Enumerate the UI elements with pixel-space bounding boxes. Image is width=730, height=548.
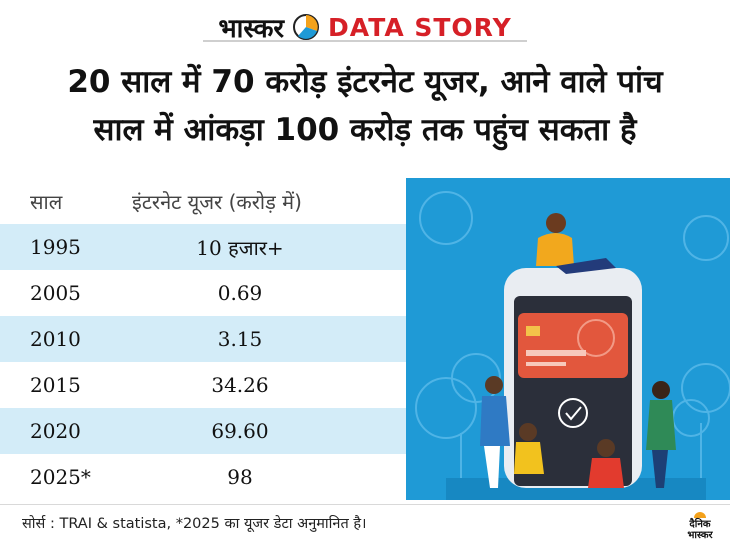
headline: 20 साल में 70 करोड़ इंटरनेट यूजर, आने वा… (20, 58, 710, 154)
smartphone-users-illustration (415, 191, 730, 500)
row-users-value: 0.69 (217, 281, 263, 305)
row-year: 2015 (30, 373, 81, 397)
row-users-value: 69.60 (211, 419, 269, 443)
dainik-bhaskar-logo: दैनिक भास्कर (678, 506, 722, 546)
table-row: 2020 69.60 (0, 408, 406, 454)
table-row: 2015 34.26 (0, 362, 406, 408)
row-users-value: 98 (227, 465, 253, 489)
source-divider (0, 504, 730, 505)
brand-header: भास्कर DATA STORY (0, 8, 730, 46)
table-row: 2005 0.69 (0, 270, 406, 316)
row-users-value: 3.15 (217, 327, 263, 351)
row-users-value: 34.26 (211, 373, 269, 397)
row-year: 2020 (30, 419, 81, 443)
row-year: 2005 (30, 281, 81, 305)
brand-divider (203, 40, 527, 42)
table-row: 1995 10 हजार+ (0, 224, 406, 270)
logo-line-2: भास्कर (687, 529, 713, 541)
column-header-users: इंटरनेट यूजर (करोड़ में) (132, 189, 302, 214)
sun-icon (694, 511, 706, 518)
row-year: 1995 (30, 235, 81, 259)
row-year: 2025* (30, 465, 91, 489)
table-row: 2025* 98 (0, 454, 406, 500)
illustration (406, 178, 730, 500)
row-year: 2010 (30, 327, 81, 351)
column-header-year: साल (30, 189, 63, 214)
brand-tag: DATA STORY (328, 12, 512, 42)
row-users-value: 10 हजार+ (196, 235, 284, 260)
source-note: सोर्स : TRAI & statista, *2025 का यूजर ड… (22, 516, 367, 532)
table-row: 2010 3.15 (0, 316, 406, 362)
table-header: साल इंटरनेट यूजर (करोड़ में) (0, 178, 406, 224)
data-table: साल इंटरनेट यूजर (करोड़ में) 1995 10 हजार… (0, 178, 406, 500)
pie-chart-icon (293, 14, 320, 40)
headline-line-1: 20 साल में 70 करोड़ इंटरनेट यूजर, आने वा… (67, 64, 663, 100)
headline-line-2: साल में आंकड़ा 100 करोड़ तक पहुंच सकता ह… (93, 112, 637, 148)
logo-line-1: दैनिक (689, 518, 711, 530)
brand-name: भास्कर (218, 14, 285, 44)
